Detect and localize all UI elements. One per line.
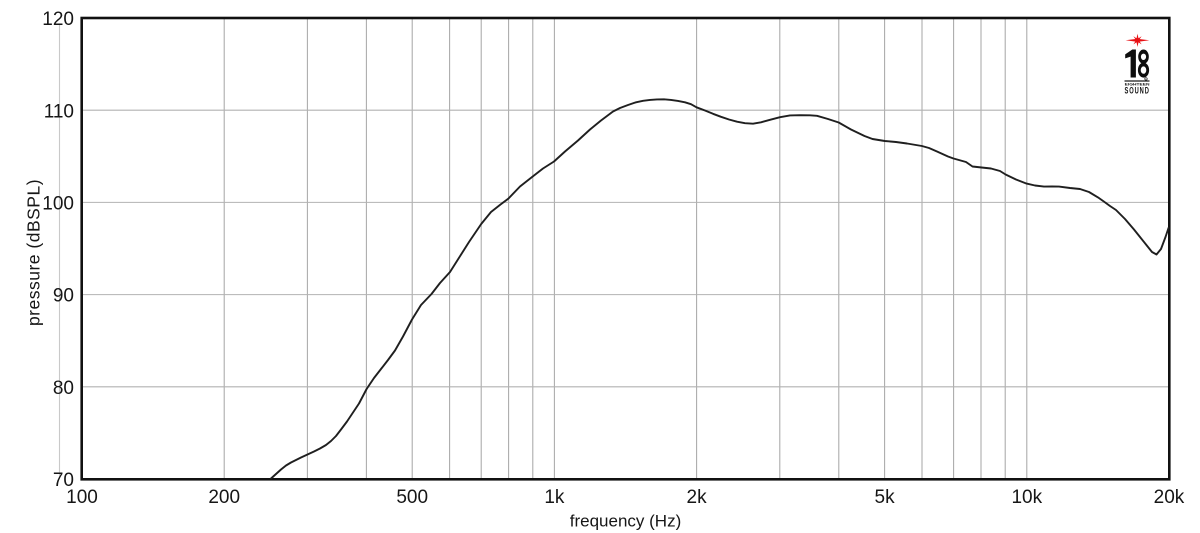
svg-text:200: 200 <box>208 487 240 508</box>
svg-text:EIGHTEEN: EIGHTEEN <box>1125 81 1150 86</box>
svg-text:SOUND: SOUND <box>1125 84 1150 95</box>
svg-text:100: 100 <box>66 487 98 508</box>
svg-text:80: 80 <box>53 378 74 399</box>
svg-text:20k: 20k <box>1154 487 1185 508</box>
svg-text:pressure (dBSPL): pressure (dBSPL) <box>24 179 44 326</box>
svg-text:100: 100 <box>42 194 74 215</box>
svg-text:110: 110 <box>44 101 74 122</box>
svg-text:2k: 2k <box>687 487 708 508</box>
svg-text:10k: 10k <box>1011 487 1042 508</box>
svg-text:frequency (Hz): frequency (Hz) <box>570 512 681 531</box>
svg-text:500: 500 <box>396 487 428 508</box>
svg-text:70: 70 <box>53 470 74 491</box>
svg-text:120: 120 <box>42 9 74 30</box>
svg-text:90: 90 <box>53 286 74 307</box>
svg-text:5k: 5k <box>875 487 896 508</box>
svg-text:1k: 1k <box>544 487 565 508</box>
